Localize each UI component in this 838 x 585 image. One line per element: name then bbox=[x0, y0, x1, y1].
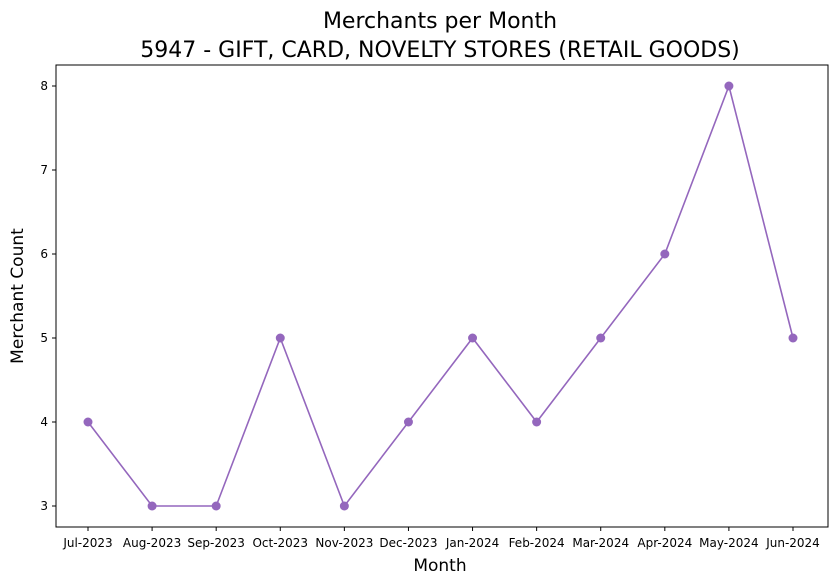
data-point bbox=[596, 333, 606, 343]
x-tick-label: Nov-2023 bbox=[315, 536, 373, 550]
data-point bbox=[83, 417, 93, 427]
data-point bbox=[532, 417, 542, 427]
x-axis-label: Month bbox=[413, 556, 466, 576]
x-tick-label: Oct-2023 bbox=[252, 536, 308, 550]
series-group bbox=[83, 81, 798, 511]
data-point bbox=[468, 333, 478, 343]
x-tick-label: Feb-2024 bbox=[509, 536, 565, 550]
chart-subtitle: 5947 - GIFT, CARD, NOVELTY STORES (RETAI… bbox=[140, 38, 740, 63]
y-tick-label: 6 bbox=[40, 247, 48, 261]
x-axis-ticks: Jul-2023 Aug-2023 Sep-2023 Oct-2023 Nov-2023… bbox=[62, 527, 820, 550]
y-tick-label: 7 bbox=[40, 163, 48, 177]
y-tick-label: 8 bbox=[40, 79, 48, 93]
x-tick-label: Jan-2024 bbox=[445, 536, 499, 550]
data-point bbox=[339, 501, 349, 511]
data-point bbox=[275, 333, 285, 343]
data-point bbox=[403, 417, 413, 427]
y-tick-label: 5 bbox=[40, 331, 48, 345]
x-tick-label: Jul-2023 bbox=[62, 536, 112, 550]
y-tick-label: 4 bbox=[40, 415, 48, 429]
data-point bbox=[660, 249, 670, 259]
data-point bbox=[724, 81, 734, 91]
x-tick-label: Aug-2023 bbox=[123, 536, 181, 550]
x-tick-label: Jun-2024 bbox=[765, 536, 820, 550]
series-line bbox=[87, 83, 794, 508]
x-tick-label: Sep-2023 bbox=[187, 536, 245, 550]
x-tick-label: Apr-2024 bbox=[637, 536, 692, 550]
x-tick-label: May-2024 bbox=[699, 536, 758, 550]
x-tick-label: Dec-2023 bbox=[379, 536, 437, 550]
data-point bbox=[788, 333, 798, 343]
chart-title: Merchants per Month bbox=[323, 9, 557, 34]
plot-frame bbox=[55, 64, 829, 528]
y-axis-ticks: 3 4 5 6 7 8 bbox=[40, 79, 56, 513]
y-tick-label: 3 bbox=[40, 499, 48, 513]
y-axis-label: Merchant Count bbox=[8, 228, 28, 364]
data-point bbox=[211, 501, 221, 511]
data-point bbox=[147, 501, 157, 511]
x-tick-label: Mar-2024 bbox=[572, 536, 629, 550]
